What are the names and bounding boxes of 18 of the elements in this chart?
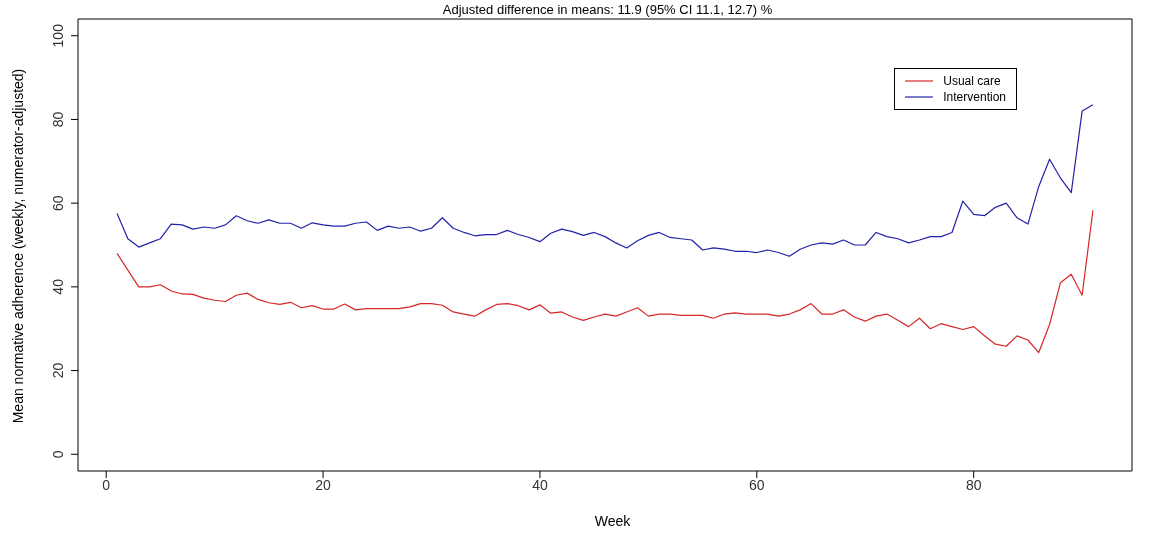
legend-label: Intervention (943, 89, 1006, 105)
chart-title: Adjusted difference in means: 11.9 (95% CI 11.1, 12.7) % (441, 2, 774, 17)
x-tick-label: 40 (532, 476, 548, 493)
legend-label: Usual care (943, 73, 1001, 89)
y-tick-label: 40 (50, 278, 66, 295)
y-tick-label: 20 (50, 362, 66, 379)
x-tick-label: 0 (102, 476, 111, 493)
x-axis-title: Week (593, 513, 632, 529)
y-tick-label: 0 (50, 450, 66, 459)
y-tick-label: 80 (50, 111, 66, 128)
y-tick-label: 60 (50, 195, 66, 211)
x-tick-label: 80 (965, 476, 982, 493)
line-series (116, 104, 1094, 257)
line-series (116, 209, 1094, 354)
x-tick-label: 20 (315, 476, 332, 493)
x-tick-label: 60 (749, 476, 765, 493)
y-axis-title: Mean normative adherence (weekly, numerator-adjusted) (10, 67, 26, 426)
y-tick-label: 100 (50, 23, 66, 48)
